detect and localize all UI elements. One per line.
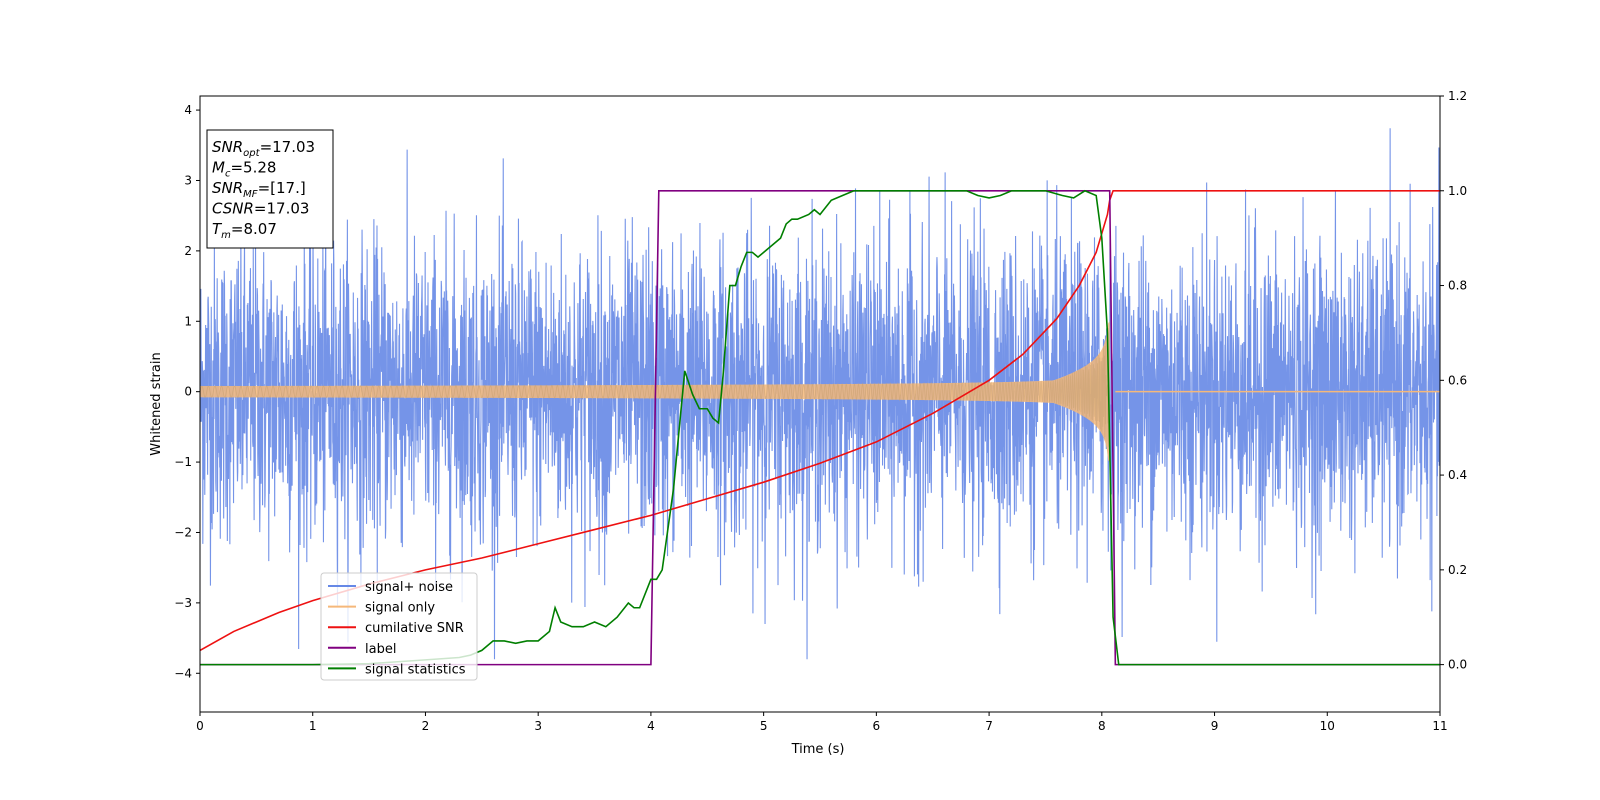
x-tick-label: 7: [985, 719, 993, 733]
y2-tick-label: 0.4: [1448, 468, 1467, 482]
annotation-line: SNRopt=17.03: [212, 138, 315, 159]
y-tick-label: 0: [184, 385, 192, 399]
x-tick-label: 8: [1098, 719, 1106, 733]
y-tick-label: 3: [184, 173, 192, 187]
legend-label: signal only: [365, 601, 435, 616]
legend-label: signal+ noise: [365, 580, 453, 595]
annotation-line: SNRMF=[17.]: [212, 179, 306, 200]
y-tick-label: 4: [184, 103, 192, 117]
y2-tick-label: 0.2: [1448, 563, 1467, 577]
y2-tick-label: 0.8: [1448, 279, 1467, 293]
y2-tick-label: 1.0: [1448, 184, 1467, 198]
annotation-line: Mc=5.28: [212, 159, 276, 180]
annotation-box: SNRopt=17.03Mc=5.28SNRMF=[17.]CSNR=17.03…: [206, 129, 334, 249]
y-axis-right: 0.0 0.2 0.4 0.6 0.8 1.0 1.2: [1440, 89, 1467, 672]
x-tick-label: 6: [873, 719, 881, 733]
x-tick-label: 10: [1320, 719, 1335, 733]
y-tick-label: −3: [174, 596, 192, 610]
y-tick-label: −1: [174, 455, 192, 469]
x-axis: 0 1 2 3 4 5 6 7 8 9 10 11: [196, 712, 1448, 733]
y-tick-label: −2: [174, 525, 192, 539]
x-tick-label: 2: [422, 719, 430, 733]
annotation-line: Tm=8.07: [212, 220, 277, 241]
y-tick-label: 1: [184, 314, 192, 328]
x-tick-label: 3: [534, 719, 542, 733]
legend-label: label: [365, 642, 396, 657]
legend-label: cumilative SNR: [365, 621, 464, 636]
y2-tick-label: 0.0: [1448, 658, 1467, 672]
legend: signal+ noise signal only cumilative SNR la…: [320, 572, 478, 681]
x-tick-label: 9: [1211, 719, 1219, 733]
plot-frame: [199, 95, 1441, 713]
x-tick-label: 1: [309, 719, 317, 733]
y-tick-label: −4: [174, 666, 192, 680]
y-axis-left: −4 −3 −2 −1 0 1 2 3 4: [174, 103, 200, 680]
x-tick-label: 11: [1432, 719, 1447, 733]
y-axis-label: Whitened strain: [149, 352, 164, 455]
x-tick-label: 4: [647, 719, 655, 733]
series-line-4: [200, 189, 1440, 666]
y2-tick-label: 0.6: [1448, 373, 1467, 387]
x-axis-label: Time (s): [791, 742, 845, 757]
legend-label: signal statistics: [365, 662, 466, 677]
x-tick-label: 5: [760, 719, 768, 733]
x-tick-label: 0: [196, 719, 204, 733]
annotation-line: CSNR=17.03: [212, 200, 309, 218]
y2-tick-label: 1.2: [1448, 89, 1467, 103]
y-tick-label: 2: [184, 244, 192, 258]
